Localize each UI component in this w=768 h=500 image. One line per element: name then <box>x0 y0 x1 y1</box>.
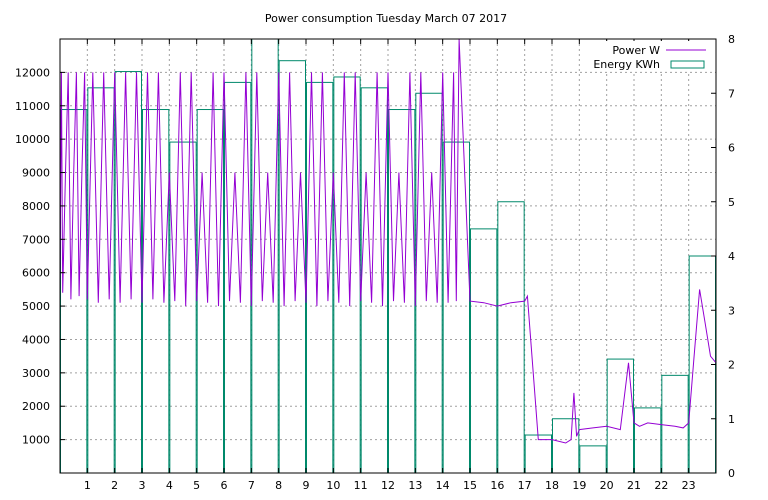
x-tick-label: 9 <box>303 479 310 492</box>
x-tick-label: 11 <box>354 479 368 492</box>
legend-label-power: Power W <box>612 44 660 57</box>
x-tick-label: 8 <box>275 479 282 492</box>
x-tick-label: 10 <box>326 479 340 492</box>
x-tick-label: 5 <box>193 479 200 492</box>
x-tick-label: 18 <box>545 479 559 492</box>
x-tick-label: 16 <box>490 479 504 492</box>
y-tick-label: 9000 <box>22 167 50 180</box>
y2-tick-label: 0 <box>728 467 735 480</box>
energy-bar <box>470 228 498 474</box>
energy-bar <box>579 445 607 474</box>
energy-bar <box>661 374 689 474</box>
y2-tick-label: 6 <box>728 142 735 155</box>
y2-tick-label: 8 <box>728 33 735 46</box>
y-tick-label: 4000 <box>22 333 50 346</box>
x-tick-label: 2 <box>111 479 118 492</box>
power-line <box>59 38 717 444</box>
x-tick-label: 17 <box>518 479 532 492</box>
energy-bar <box>142 109 170 474</box>
energy-bar <box>196 109 225 474</box>
energy-bar <box>552 418 580 474</box>
energy-bar <box>388 109 416 474</box>
x-tick-label: 3 <box>139 479 146 492</box>
x-tick-label: 13 <box>408 479 422 492</box>
x-tick-label: 4 <box>166 479 173 492</box>
energy-bar <box>415 92 443 474</box>
energy-bar <box>634 407 662 474</box>
y-tick-label: 12000 <box>15 66 50 79</box>
x-tick-label: 23 <box>682 479 696 492</box>
x-tick-label: 22 <box>654 479 668 492</box>
y2-tick-label: 4 <box>728 250 735 263</box>
y2-tick-label: 7 <box>728 87 735 100</box>
y2-tick-label: 5 <box>728 196 735 209</box>
legend: Power W Energy KWh <box>588 41 714 71</box>
y-tick-label: 11000 <box>15 100 50 113</box>
y-tick-label: 3000 <box>22 367 50 380</box>
x-tick-label: 12 <box>381 479 395 492</box>
energy-bar <box>87 87 115 474</box>
legend-label-energy: Energy KWh <box>593 58 660 71</box>
y-tick-label: 7000 <box>22 233 50 246</box>
legend-swatch-energy <box>670 60 705 69</box>
x-tick-label: 20 <box>600 479 614 492</box>
x-tick-label: 14 <box>436 479 450 492</box>
power-series-layer <box>59 38 717 444</box>
y-tick-label: 2000 <box>22 400 50 413</box>
x-tick-label: 6 <box>221 479 228 492</box>
x-tick-label: 21 <box>627 479 641 492</box>
energy-bar <box>524 434 553 474</box>
y-tick-label: 5000 <box>22 300 50 313</box>
y-tick-label: 10000 <box>15 133 50 146</box>
x-tick-label: 7 <box>248 479 255 492</box>
chart-title: Power consumption Tuesday March 07 2017 <box>265 12 507 25</box>
x-tick-label: 1 <box>84 479 91 492</box>
y2-tick-label: 3 <box>728 304 735 317</box>
y-tick-label: 8000 <box>22 200 50 213</box>
y2-tick-label: 1 <box>728 413 735 426</box>
x-tick-label: 19 <box>572 479 586 492</box>
x-tick-label: 15 <box>463 479 477 492</box>
legend-background <box>588 41 714 71</box>
y2-tick-label: 2 <box>728 359 735 372</box>
y-tick-label: 6000 <box>22 267 50 280</box>
axis-labels-layer: 1 2 3 4 5 6 7 8 9 10 11 12 13 14 15 16 17 18 19 20 21 22 23100… <box>15 33 735 492</box>
y-tick-label: 1000 <box>22 434 50 447</box>
energy-bar <box>497 201 525 474</box>
